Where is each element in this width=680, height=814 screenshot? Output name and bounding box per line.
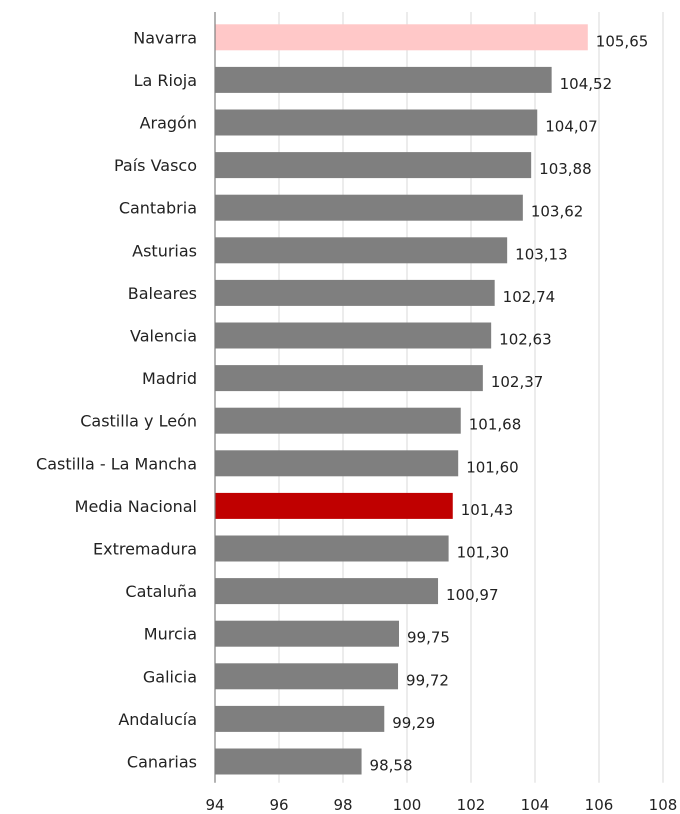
value-label: 99,29 [392, 714, 435, 732]
bar [215, 492, 453, 519]
value-label: 104,07 [545, 118, 598, 136]
bar [215, 450, 459, 477]
value-label: 103,88 [539, 160, 592, 178]
value-label: 105,65 [596, 32, 649, 50]
value-label: 98,58 [370, 757, 413, 775]
value-label: 99,72 [406, 671, 449, 689]
category-label: Castilla y León [80, 412, 197, 431]
bar [215, 152, 532, 179]
bar [215, 407, 461, 434]
x-tick-label: 100 [393, 796, 422, 814]
category-label: Navarra [133, 28, 197, 47]
value-labels: 105,65 104,52 104,07 103,88 103,62 103,13 102,… [370, 32, 649, 774]
value-label: 103,62 [531, 203, 584, 221]
value-label: 101,60 [466, 458, 519, 476]
category-label: País Vasco [114, 156, 197, 175]
bar [215, 24, 588, 51]
value-label: 99,75 [407, 629, 450, 647]
bar [215, 109, 538, 136]
category-label: Cantabria [119, 199, 197, 218]
value-label: 104,52 [560, 75, 613, 93]
category-label: Baleares [128, 284, 197, 303]
category-label: Aragón [140, 114, 197, 133]
bar [215, 705, 385, 732]
bar [215, 620, 399, 647]
bar [215, 279, 495, 306]
bar [215, 322, 492, 349]
category-label: Media Nacional [75, 497, 197, 516]
x-tick-label: 96 [269, 796, 288, 814]
bar [215, 66, 552, 93]
category-label: Madrid [142, 369, 197, 388]
bar [215, 237, 508, 264]
category-label: Andalucía [118, 710, 197, 729]
gridlines [278, 12, 664, 783]
x-tick-label: 106 [585, 796, 614, 814]
x-axis-tick-labels: 94 96 98 100 102 104 106 108 [205, 796, 677, 814]
value-label: 100,97 [446, 586, 499, 604]
x-tick-label: 102 [457, 796, 486, 814]
x-tick-label: 108 [649, 796, 678, 814]
x-tick-label: 94 [205, 796, 224, 814]
bar [215, 535, 449, 562]
category-label: La Rioja [134, 71, 197, 90]
x-tick-label: 98 [333, 796, 352, 814]
value-label: 101,30 [457, 544, 510, 562]
value-label: 102,63 [499, 331, 552, 349]
category-label: Asturias [132, 241, 197, 260]
bar [215, 748, 362, 775]
bar [215, 663, 399, 690]
category-label: Extremadura [93, 540, 197, 559]
value-label: 101,43 [461, 501, 514, 519]
category-label: Valencia [130, 327, 197, 346]
bar [215, 365, 483, 392]
value-label: 102,37 [491, 373, 543, 391]
category-label: Murcia [144, 625, 197, 644]
category-label: Galicia [143, 667, 197, 686]
bar [215, 578, 439, 605]
x-tick-label: 104 [521, 796, 550, 814]
value-label: 102,74 [503, 288, 556, 306]
value-label: 103,13 [515, 245, 568, 263]
category-label: Castilla - La Mancha [36, 454, 197, 473]
category-label: Canarias [127, 753, 197, 772]
bar [215, 194, 523, 221]
category-label: Cataluña [125, 582, 197, 601]
bars [215, 24, 588, 775]
value-label: 101,68 [469, 416, 522, 434]
category-labels: Navarra La Rioja Aragón País Vasco Cantabria… [36, 28, 197, 771]
